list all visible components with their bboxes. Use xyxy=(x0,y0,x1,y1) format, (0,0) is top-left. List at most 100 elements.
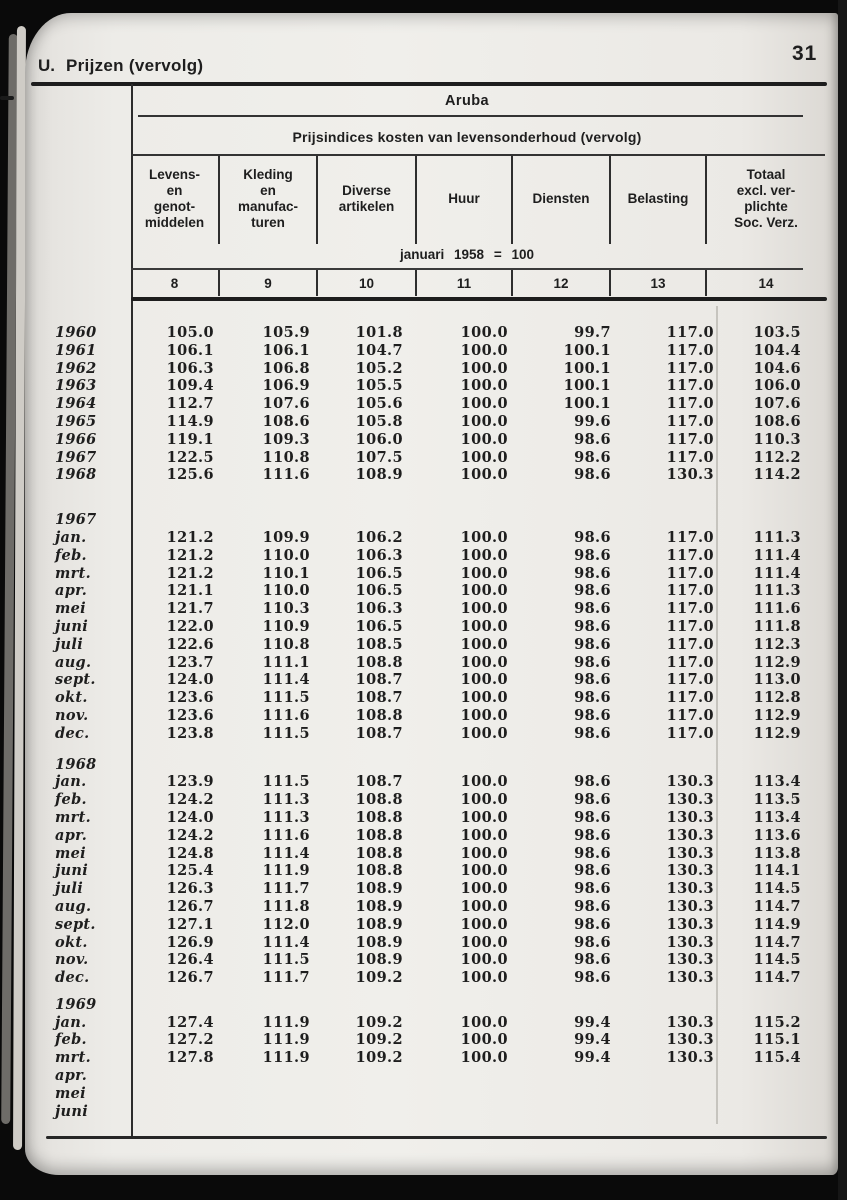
cell-value: 130.3 xyxy=(666,880,714,898)
cell-value: 111.4 xyxy=(262,844,310,862)
table-section: 1967 jan. 121.2 109.9 106.2 100.0 98.6 117.0 111… xyxy=(45,511,801,742)
cell-value: 121.2 xyxy=(166,564,214,582)
cell-value: 117.0 xyxy=(666,671,714,689)
row-label: dec. xyxy=(55,724,90,742)
cell-value: 114.5 xyxy=(753,951,801,969)
cell-value: 111.6 xyxy=(262,826,310,844)
cell-value: 112.3 xyxy=(753,635,801,653)
cell-value: 117.0 xyxy=(666,600,714,618)
cell-value: 98.6 xyxy=(574,564,611,582)
cell-value: 115.4 xyxy=(753,1049,801,1067)
row-label: 1964 xyxy=(55,395,97,413)
cell-value: 111.6 xyxy=(262,706,310,724)
table-row: 1963 109.4 106.9 105.5 100.0 100.1 117.0 106.0 xyxy=(45,377,801,395)
cell-value: 100.0 xyxy=(460,324,508,341)
cell-value: 111.3 xyxy=(262,791,310,809)
cell-value: 112.9 xyxy=(753,653,801,671)
row-label: 1968 xyxy=(55,755,97,773)
cell-value: 130.3 xyxy=(666,466,714,484)
cell-value: 112.0 xyxy=(262,915,310,933)
row-label: juni xyxy=(55,1102,89,1120)
cell-value: 126.3 xyxy=(166,880,214,898)
cell-value: 106.5 xyxy=(355,617,403,635)
cell-value: 109.2 xyxy=(355,1031,403,1049)
row-label: juni xyxy=(55,617,89,635)
cell-value: 105.5 xyxy=(355,377,403,395)
row-label: apr. xyxy=(55,826,88,844)
cell-value: 98.6 xyxy=(574,706,611,724)
row-label: mei xyxy=(55,600,86,618)
cell-value: 112.9 xyxy=(753,724,801,742)
cell-value: 100.0 xyxy=(460,880,508,898)
row-label: 1967 xyxy=(55,511,97,529)
cell-value: 124.0 xyxy=(166,671,214,689)
row-label: jan. xyxy=(55,773,87,791)
cell-value: 108.9 xyxy=(355,880,403,898)
cell-value: 100.0 xyxy=(460,808,508,826)
cell-value: 113.4 xyxy=(753,808,801,826)
row-label: 1962 xyxy=(55,359,97,377)
cell-value: 99.4 xyxy=(574,1013,611,1031)
cell-value: 109.9 xyxy=(262,528,310,546)
cell-value: 100.0 xyxy=(460,897,508,915)
cell-value: 125.6 xyxy=(166,466,214,484)
table-row: 1967 122.5 110.8 107.5 100.0 98.6 117.0 112.2 xyxy=(45,449,801,467)
cell-value: 122.0 xyxy=(166,617,214,635)
cell-value: 105.8 xyxy=(355,412,403,430)
cell-value: 108.7 xyxy=(355,724,403,742)
cell-value: 106.3 xyxy=(355,600,403,618)
cell-value: 108.6 xyxy=(262,412,310,430)
cell-value: 100.0 xyxy=(460,653,508,671)
cell-value: 103.5 xyxy=(753,324,801,341)
cell-value: 113.8 xyxy=(753,844,801,862)
page-title: Prijzen (vervolg) xyxy=(66,56,204,75)
cell-value: 110.0 xyxy=(262,582,310,600)
cell-value: 111.9 xyxy=(262,1031,310,1049)
column-header-row: Levens- en genot- middelen Kleding en man… xyxy=(131,156,825,244)
page-number: 31 xyxy=(792,42,818,65)
table-row: mrt. 121.2 110.1 106.5 100.0 98.6 117.0 111.4 xyxy=(45,565,801,583)
paper-page xyxy=(25,13,838,1175)
cell-value: 107.5 xyxy=(355,448,403,466)
row-label: nov. xyxy=(55,951,89,969)
cell-value: 110.3 xyxy=(753,430,801,448)
table-row: dec. 123.8 111.5 108.7 100.0 98.6 117.0 112.9 xyxy=(45,725,801,743)
cell-value: 100.0 xyxy=(460,617,508,635)
row-label: okt. xyxy=(55,933,88,951)
cell-value: 117.0 xyxy=(666,582,714,600)
cell-value: 100.0 xyxy=(460,448,508,466)
cell-value: 98.6 xyxy=(574,671,611,689)
table-bottom-rule xyxy=(46,1136,827,1139)
row-label: 1967 xyxy=(55,448,97,466)
cell-value: 117.0 xyxy=(666,635,714,653)
column-header: Levens- en genot- middelen xyxy=(131,156,220,244)
row-label: mrt. xyxy=(55,808,91,826)
table-row: dec. 126.7 111.7 109.2 100.0 98.6 130.3 114.7 xyxy=(45,969,801,987)
cell-value: 111.8 xyxy=(262,897,310,915)
cell-value: 98.6 xyxy=(574,448,611,466)
cell-value: 111.7 xyxy=(262,880,310,898)
table-row: 1961 106.1 106.1 104.7 100.0 100.1 117.0 104.4 xyxy=(45,342,801,360)
cell-value: 130.3 xyxy=(666,773,714,791)
column-header: Kleding en manufac- turen xyxy=(220,156,318,244)
row-label: juli xyxy=(55,880,84,898)
row-label: sept. xyxy=(55,671,96,689)
cell-value: 130.3 xyxy=(666,969,714,987)
table-row: aug. 126.7 111.8 108.9 100.0 98.6 130.3 114.7 xyxy=(45,898,801,916)
cell-value: 112.2 xyxy=(753,448,801,466)
row-label: 1968 xyxy=(55,466,97,484)
row-label: 1966 xyxy=(55,430,97,448)
row-label: sept. xyxy=(55,915,96,933)
cell-value: 106.0 xyxy=(355,430,403,448)
cell-value: 110.3 xyxy=(262,600,310,618)
cell-value: 113.0 xyxy=(753,671,801,689)
cell-value: 108.7 xyxy=(355,773,403,791)
cell-value: 123.9 xyxy=(166,773,214,791)
cell-value: 100.0 xyxy=(460,862,508,880)
cell-value: 105.9 xyxy=(262,324,310,341)
cell-value: 108.9 xyxy=(355,933,403,951)
cell-value: 100.0 xyxy=(460,671,508,689)
cell-value: 110.8 xyxy=(262,448,310,466)
cell-value: 126.9 xyxy=(166,933,214,951)
cell-value: 108.8 xyxy=(355,706,403,724)
